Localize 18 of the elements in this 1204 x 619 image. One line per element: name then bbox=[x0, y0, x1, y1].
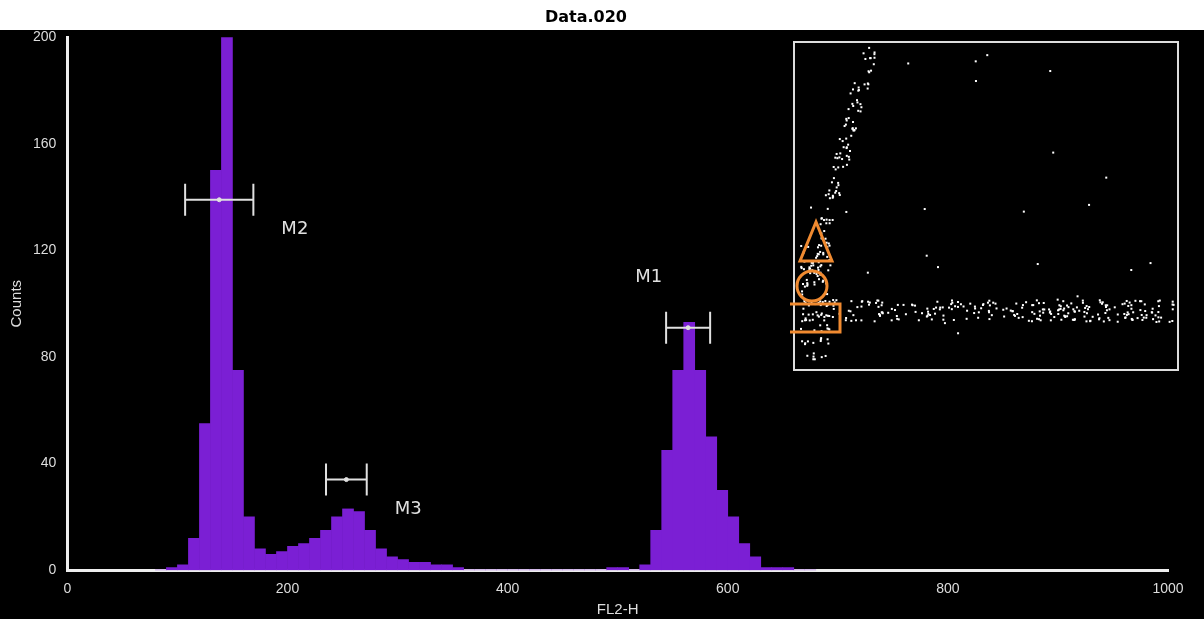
x-tick-label: 200 bbox=[275, 580, 300, 597]
y-tick-label: 40 bbox=[40, 454, 57, 471]
y-tick-label: 0 bbox=[48, 561, 57, 578]
y-tick-label: 160 bbox=[33, 134, 57, 151]
x-tick-label: 0 bbox=[63, 580, 72, 597]
y-tick-label: 80 bbox=[40, 347, 57, 364]
y-axis-title: Counts bbox=[7, 279, 25, 328]
annotation: M1 bbox=[635, 265, 663, 287]
y-tick-label: 200 bbox=[33, 28, 57, 45]
chart-title: Data.020 bbox=[545, 6, 627, 26]
x-tick-label: 600 bbox=[716, 580, 740, 597]
x-tick-label: 1000 bbox=[1152, 580, 1184, 597]
annotation: M3 bbox=[394, 497, 422, 519]
x-tick-label: 800 bbox=[936, 580, 960, 597]
x-axis-title: FL2-H bbox=[596, 600, 639, 618]
x-tick-label: 400 bbox=[495, 580, 520, 597]
annotation: M2 bbox=[281, 217, 309, 239]
y-tick-label: 120 bbox=[33, 241, 57, 258]
